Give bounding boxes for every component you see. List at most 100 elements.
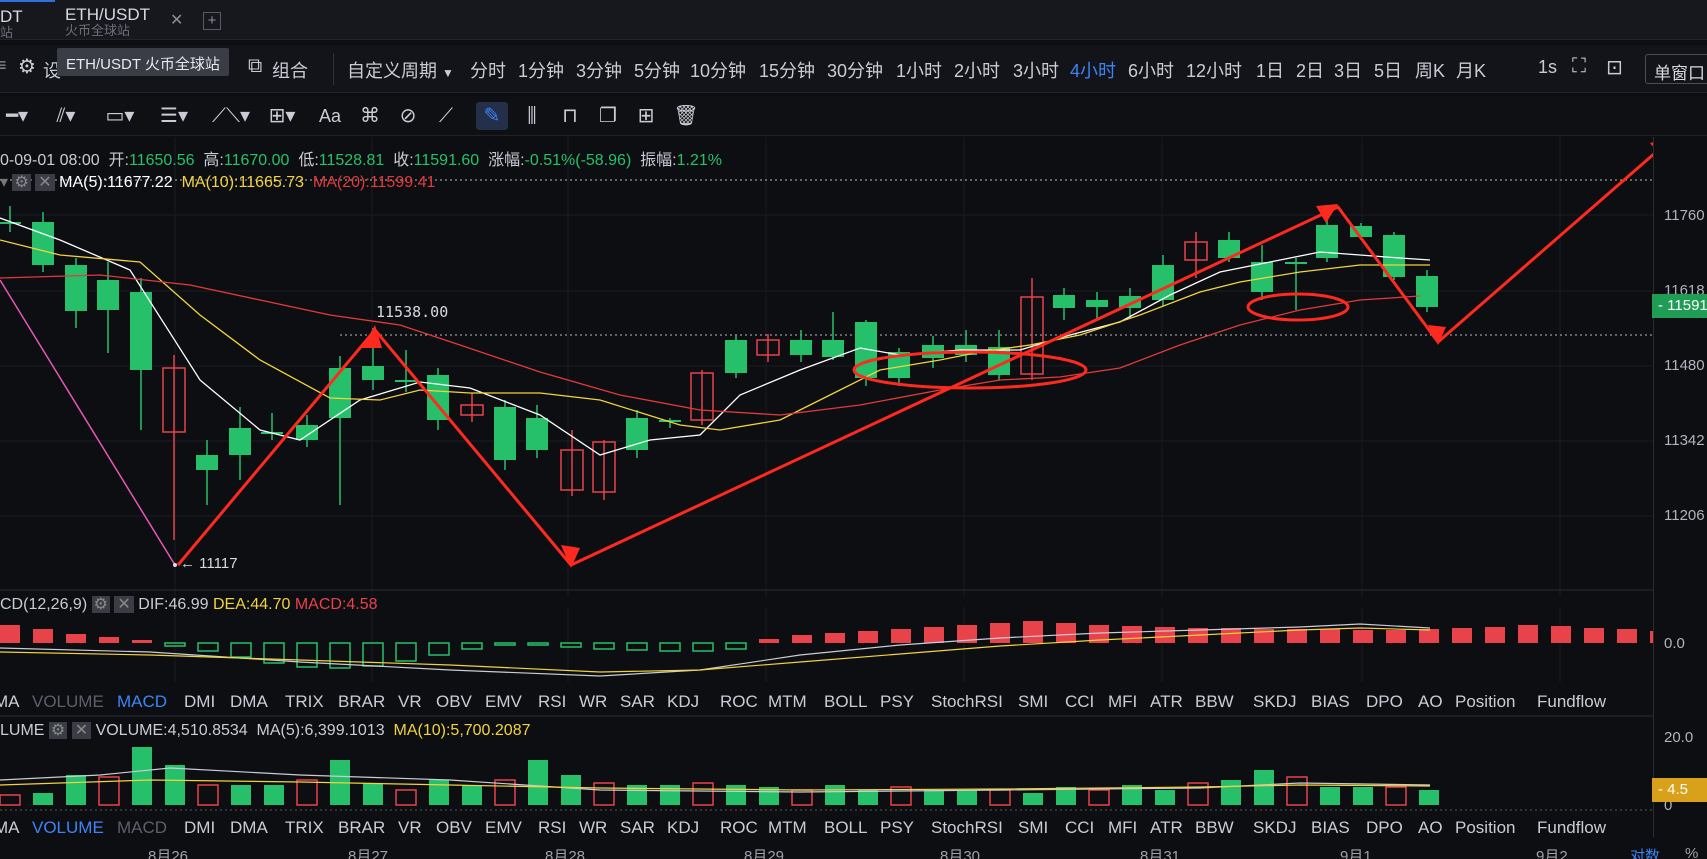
period-option[interactable]: 月K — [1456, 61, 1487, 81]
close-icon[interactable]: ✕ — [170, 12, 184, 29]
rectangle-icon[interactable]: ▭▾ — [105, 105, 135, 127]
candle-icon[interactable]: ⫼ — [527, 105, 537, 127]
period-option[interactable]: 2小时 — [954, 61, 1001, 81]
tab-previous[interactable]: DT 站 — [0, 0, 55, 40]
indicator-tab[interactable]: StochRSI — [931, 692, 1003, 711]
ruler-icon[interactable]: ⟋ — [439, 105, 453, 127]
text-tool-icon[interactable]: Aa — [318, 106, 342, 126]
indicator-tab[interactable]: Position — [1455, 818, 1516, 837]
gear-icon[interactable]: ⚙ — [48, 722, 68, 739]
indicator-menu-icon[interactable]: ≡ — [0, 55, 7, 75]
indicator-tab[interactable]: TRIX — [285, 818, 324, 837]
indicator-tab[interactable]: DMI — [184, 818, 216, 837]
collapse-icon[interactable]: ▾ — [0, 174, 9, 191]
period-option[interactable]: 3小时 — [1013, 61, 1060, 81]
measure-icon[interactable]: ⊞▾ — [268, 105, 296, 127]
period-option[interactable]: 2日 — [1296, 61, 1325, 81]
period-option[interactable]: 分时 — [470, 61, 506, 81]
copy-icon[interactable]: ❐ — [599, 105, 617, 127]
period-option[interactable]: 10分钟 — [690, 61, 747, 81]
indicator-tab[interactable]: BRAR — [338, 692, 386, 711]
indicator-tab[interactable]: DMI — [184, 692, 216, 711]
indicator-tab[interactable]: SAR — [620, 818, 655, 837]
parallel-line-icon[interactable]: ⫽▾ — [56, 105, 76, 127]
indicator-tab[interactable]: DPO — [1366, 692, 1403, 711]
close-icon[interactable]: ✕ — [35, 174, 55, 191]
close-icon[interactable]: ✕ — [71, 722, 92, 739]
indicator-tab[interactable]: MFI — [1108, 692, 1138, 711]
indicator-tab[interactable]: DMA — [230, 692, 268, 711]
indicator-tab[interactable]: SKDJ — [1253, 818, 1297, 837]
close-icon[interactable]: ✕ — [114, 596, 134, 613]
indicator-tab[interactable]: MTM — [768, 692, 807, 711]
indicator-tab[interactable]: StochRSI — [931, 818, 1003, 837]
indicator-tab[interactable]: AO — [1418, 692, 1443, 711]
period-option[interactable]: 1小时 — [896, 61, 943, 81]
combine-button[interactable]: 组合 — [272, 61, 308, 81]
indicator-tab[interactable]: SMI — [1018, 692, 1049, 711]
indicator-tab[interactable]: DMA — [230, 818, 268, 837]
period-option[interactable]: 5日 — [1374, 61, 1403, 81]
tab-eth-usdt[interactable]: ETH/USDT 火币全球站 — [55, 0, 195, 40]
indicator-tab[interactable]: SMI — [1018, 818, 1049, 837]
indicator-tab[interactable]: EMV — [485, 692, 522, 711]
period-option[interactable]: 3日 — [1334, 61, 1363, 81]
indicator-tab[interactable]: ATR — [1150, 692, 1183, 711]
indicator-tab[interactable]: PSY — [880, 818, 915, 837]
gear-icon[interactable]: ⚙ — [12, 174, 31, 191]
period-option[interactable]: 1日 — [1256, 61, 1285, 81]
indicator-tab[interactable]: CCI — [1065, 818, 1095, 837]
indicator-tab[interactable]: MA — [0, 818, 20, 837]
indicator-tab[interactable]: RSI — [538, 818, 567, 837]
indicator-tab[interactable]: CCI — [1065, 692, 1095, 711]
indicator-tab[interactable]: ROC — [720, 818, 758, 837]
marker-icon[interactable]: ⌘ — [360, 105, 380, 127]
wave-icon[interactable]: ⟋⟍▾ — [211, 105, 251, 127]
indicator-tab[interactable]: WR — [579, 818, 608, 837]
indicator-tab[interactable]: KDJ — [667, 692, 700, 711]
indicator-tab[interactable]: PSY — [880, 692, 915, 711]
indicator-tab[interactable]: BIAS — [1311, 692, 1350, 711]
indicator-tab[interactable]: TRIX — [285, 692, 324, 711]
period-option[interactable]: 3分钟 — [576, 61, 623, 81]
trash-icon[interactable]: 🗑 — [673, 105, 699, 127]
single-window-button[interactable]: 单窗口 — [1645, 54, 1707, 84]
indicator-tab[interactable]: OBV — [436, 818, 472, 837]
draw-mode-icon[interactable]: ✎ — [476, 102, 508, 130]
template-icon[interactable]: ⊞ — [637, 105, 655, 127]
indicator-tab[interactable]: VOLUME — [32, 818, 104, 837]
fullscreen-icon[interactable]: ⛶ — [1572, 55, 1586, 77]
period-option[interactable]: 12小时 — [1186, 61, 1243, 81]
indicator-tab[interactable]: ROC — [720, 692, 758, 711]
main-chart[interactable] — [0, 137, 1653, 859]
add-tab-icon[interactable]: + — [203, 12, 221, 30]
percent-toggle[interactable]: % — [1685, 845, 1699, 859]
screenshot-icon[interactable]: ⊡ — [1606, 57, 1623, 79]
indicator-tab[interactable]: MTM — [768, 818, 807, 837]
indicator-tab[interactable]: Fundflow — [1537, 818, 1606, 837]
indicator-tab[interactable]: BRAR — [338, 818, 386, 837]
indicator-tab[interactable]: DPO — [1366, 818, 1403, 837]
indicator-tab[interactable]: BIAS — [1311, 818, 1350, 837]
period-option[interactable]: 5分钟 — [634, 61, 681, 81]
indicator-tab[interactable]: VR — [398, 692, 422, 711]
indicator-tab[interactable]: KDJ — [667, 818, 700, 837]
period-option[interactable]: 6小时 — [1128, 61, 1175, 81]
indicator-tab[interactable]: VR — [398, 818, 422, 837]
indicator-tab[interactable]: MFI — [1108, 818, 1138, 837]
indicator-tab[interactable]: Position — [1455, 692, 1516, 711]
period-option[interactable]: 15分钟 — [759, 61, 816, 81]
lock-icon[interactable]: ⊓ — [562, 105, 578, 127]
period-option[interactable]: 周K — [1415, 61, 1446, 81]
indicator-tab[interactable]: MACD — [117, 818, 168, 837]
indicator-tab[interactable]: AO — [1418, 818, 1443, 837]
refresh-interval[interactable]: 1s — [1538, 57, 1558, 77]
period-option[interactable]: 4小时 — [1070, 61, 1117, 81]
line-tool-icon[interactable]: ━▾ — [5, 105, 29, 127]
indicator-tab[interactable]: MA — [0, 692, 20, 711]
custom-period-dropdown[interactable]: 自定义周期 ▼ — [347, 57, 454, 83]
indicator-tab[interactable]: WR — [579, 692, 608, 711]
indicator-tab[interactable]: RSI — [538, 692, 567, 711]
indicator-tab[interactable]: BBW — [1195, 692, 1234, 711]
indicator-tab[interactable]: MACD — [117, 692, 168, 711]
